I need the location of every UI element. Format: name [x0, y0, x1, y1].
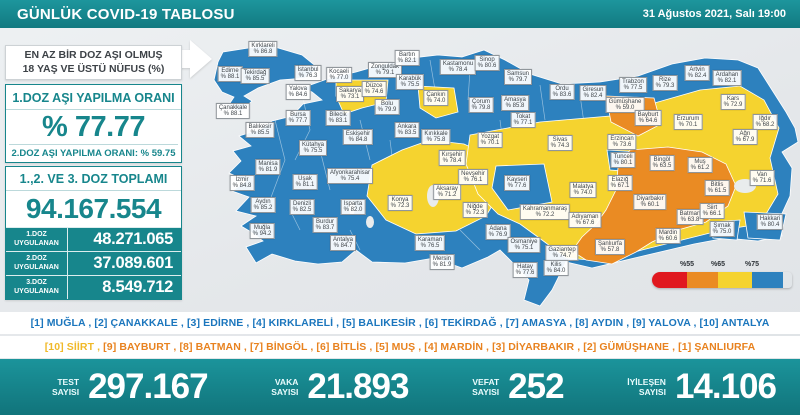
legend-tick-65: %65	[710, 261, 726, 268]
chevron-right-icon	[168, 40, 212, 78]
dose-row-label: 2.DOZ UYGULANAN	[6, 252, 68, 275]
dose-row-label: 1.DOZ UYGULANAN	[6, 228, 68, 251]
stat-value: 297.167	[88, 367, 209, 406]
vaccination-intro-box: EN AZ BİR DOZ AŞI OLMUŞ 18 YAŞ VE ÜSTÜ N…	[5, 45, 182, 80]
bottom-provinces-first: [10] SİİRT ,	[44, 341, 101, 353]
stat-label: VAKA SAYISI	[271, 376, 299, 397]
dose-table: 1.DOZ UYGULANAN 48.271.065 2.DOZ UYGULANAN 37…	[6, 227, 181, 299]
stat-group-test: TEST SAYISI 297.167	[52, 367, 209, 407]
dose1-box: 1.DOZ AŞI YAPILMA ORANI % 77.77 2.DOZ AŞ…	[5, 84, 182, 163]
stat-label: TEST SAYISI	[52, 376, 80, 397]
legend-segment-above-75	[752, 272, 783, 288]
stat-label: İYİLEŞEN SAYISI	[627, 376, 666, 397]
page-title: GÜNLÜK COVID-19 TABLOSU	[17, 5, 235, 23]
dose-row-3: 3.DOZ UYGULANAN 8.549.712	[6, 275, 181, 299]
stat-group-vefat: VEFAT SAYISI 252	[472, 367, 565, 407]
map-zone-sirnak	[709, 219, 741, 241]
legend-bar	[652, 272, 792, 288]
bottom-provinces-rest: [9] BAYBURT , [8] BATMAN , [7] BİNGÖL , …	[100, 341, 756, 353]
bottom-provinces-row: [10] SİİRT , [9] BAYBURT , [8] BATMAN , …	[0, 336, 800, 358]
legend-tick-75: %75	[744, 261, 760, 268]
legend-segment-below-55	[652, 272, 687, 288]
top-provinces-text: [1] MUĞLA , [2] ÇANAKKALE , [3] EDİRNE ,…	[30, 317, 770, 329]
dose-row-value: 37.089.601	[93, 254, 173, 272]
intro-line-1: EN AZ BİR DOZ AŞI OLMUŞ	[24, 48, 163, 61]
header-date: 31 Ağustos 2021, Salı 19:00	[642, 8, 786, 20]
dose1-value: % 77.77	[42, 111, 145, 143]
legend-segment-55-65	[687, 272, 718, 288]
dose-row-2: 2.DOZ UYGULANAN 37.089.601	[6, 251, 181, 275]
total-value: 94.167.554	[25, 193, 162, 224]
total-doses-box: 1.,2. VE 3. DOZ TOPLAMI 94.167.554 1.DOZ…	[5, 166, 182, 300]
top-provinces-row: [1] MUĞLA , [2] ÇANAKKALE , [3] EDİRNE ,…	[0, 312, 800, 334]
stat-value: 252	[508, 367, 564, 406]
total-title: 1.,2. VE 3. DOZ TOPLAMI	[6, 167, 181, 191]
stat-value: 14.106	[674, 367, 777, 406]
dose1-title: 1.DOZ AŞI YAPILMA ORANI	[6, 85, 181, 110]
lake-egirdir	[349, 201, 355, 215]
legend-ticks: %55 %65 %75	[652, 261, 792, 272]
lake-beysehir	[366, 216, 374, 228]
dose2-line: 2.DOZ AŞI YAPILMA ORANI: % 59.75	[9, 144, 178, 159]
stats-bar: TEST SAYISI 297.167 VAKA SAYISI 21.893 VEFAT SA…	[0, 359, 800, 415]
header-bar: GÜNLÜK COVID-19 TABLOSU 31 Ağustos 2021,…	[0, 0, 800, 28]
dose-row-1: 1.DOZ UYGULANAN 48.271.065	[6, 227, 181, 251]
lake-van	[734, 179, 756, 193]
map-legend: %55 %65 %75	[652, 261, 792, 288]
dose-row-value: 48.271.065	[93, 230, 173, 248]
legend-segment-65-75	[718, 272, 752, 288]
stat-label: VEFAT SAYISI	[472, 376, 500, 397]
stat-group-i̇yi̇leşen: İYİLEŞEN SAYISI 14.106	[627, 367, 777, 407]
map-region-thrace	[213, 44, 319, 113]
legend-tick-55: %55	[679, 261, 695, 268]
lake-tuz	[427, 185, 439, 207]
intro-line-2: 18 YAŞ VE ÜSTÜ NÜFUS (%)	[22, 62, 165, 75]
stat-value: 21.893	[307, 367, 409, 406]
map-zone-hakkari	[743, 211, 787, 241]
dose-row-value: 8.549.712	[102, 278, 173, 296]
stat-group-vaka: VAKA SAYISI 21.893	[271, 367, 409, 407]
dose-row-label: 3.DOZ UYGULANAN	[6, 276, 68, 299]
